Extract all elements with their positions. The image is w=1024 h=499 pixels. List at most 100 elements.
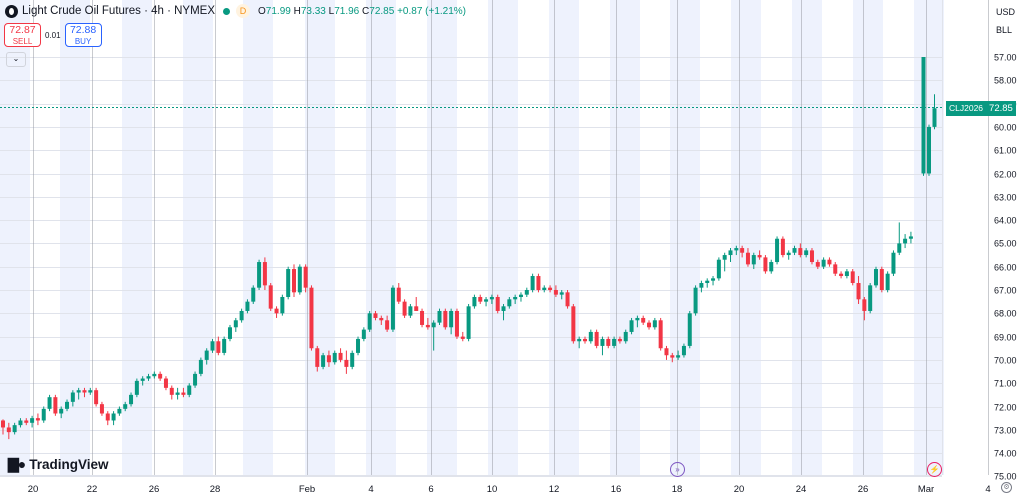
candle-body[interactable] (524, 290, 529, 295)
candle-body[interactable] (134, 380, 139, 395)
candle-body[interactable] (635, 317, 640, 321)
candle-body[interactable] (501, 306, 506, 311)
candle-body[interactable] (12, 425, 17, 433)
candle-body[interactable] (734, 248, 739, 251)
candle-body[interactable] (641, 317, 646, 323)
candle-body[interactable] (99, 404, 104, 414)
candle-body[interactable] (495, 296, 500, 311)
candle-body[interactable] (844, 271, 849, 277)
arrow-right-circle-icon[interactable]: » (670, 462, 685, 477)
candle-body[interactable] (280, 296, 285, 314)
candle-body[interactable] (1, 420, 5, 428)
candle-body[interactable] (927, 126, 931, 174)
chevron-down-icon[interactable]: ⌄ (6, 52, 26, 67)
candle-body[interactable] (152, 373, 157, 377)
candle-body[interactable] (839, 273, 844, 277)
candle-body[interactable] (687, 313, 692, 346)
tradingview-logo[interactable]: ▇● TradingView (8, 456, 109, 473)
candle-body[interactable] (484, 299, 489, 302)
candle-body[interactable] (745, 252, 750, 265)
candle-body[interactable] (76, 390, 81, 393)
candle-body[interactable] (571, 306, 576, 342)
candle-body[interactable] (187, 385, 192, 395)
candle-body[interactable] (676, 355, 681, 358)
candle-body[interactable] (193, 373, 198, 386)
lightning-circle-icon[interactable]: ⚡ (927, 462, 942, 477)
candle-body[interactable] (559, 292, 564, 295)
candle-body[interactable] (891, 252, 896, 274)
candle-body[interactable] (390, 287, 395, 330)
candle-body[interactable] (431, 322, 436, 328)
candle-body[interactable] (548, 287, 553, 290)
candle-body[interactable] (41, 408, 46, 421)
candle-body[interactable] (344, 359, 349, 367)
candle-body[interactable] (420, 310, 425, 325)
candle-body[interactable] (518, 294, 523, 297)
candle-body[interactable] (286, 269, 291, 297)
candle-body[interactable] (757, 255, 762, 258)
candle-body[interactable] (716, 259, 721, 279)
candle-body[interactable] (652, 320, 657, 328)
candle-body[interactable] (728, 250, 733, 256)
candle-body[interactable] (18, 420, 23, 426)
buy-button[interactable]: 72.88 BUY (64, 23, 102, 47)
candle-body[interactable] (239, 310, 244, 321)
candle-body[interactable] (530, 276, 535, 290)
candle-body[interactable] (437, 310, 442, 323)
candle-body[interactable] (65, 401, 70, 409)
candle-body[interactable] (175, 392, 180, 395)
candle-body[interactable] (553, 290, 558, 295)
candle-body[interactable] (612, 338, 617, 346)
candle-body[interactable] (681, 345, 686, 356)
candle-body[interactable] (763, 257, 768, 272)
candle-body[interactable] (425, 324, 430, 328)
candle-body[interactable] (897, 243, 902, 253)
candle-body[interactable] (367, 313, 372, 330)
candle-body[interactable] (606, 338, 611, 346)
candle-body[interactable] (542, 287, 547, 290)
candle-body[interactable] (350, 352, 355, 367)
sell-button[interactable]: 72.87 SELL (4, 23, 41, 47)
candle-body[interactable] (711, 278, 716, 281)
candle-body[interactable] (47, 397, 52, 409)
candle-body[interactable] (885, 273, 890, 290)
candle-body[interactable] (705, 280, 710, 284)
candle-body[interactable] (623, 331, 628, 342)
candle-body[interactable] (769, 262, 774, 272)
candle-body[interactable] (647, 322, 652, 328)
candle-body[interactable] (850, 271, 855, 284)
candle-body[interactable] (815, 262, 820, 267)
candle-body[interactable] (670, 355, 675, 358)
candle-body[interactable] (24, 420, 29, 423)
unit-label[interactable]: BLL (996, 25, 1013, 35)
candle-body[interactable] (105, 413, 110, 421)
candle-body[interactable] (879, 269, 884, 290)
candle-body[interactable] (472, 296, 477, 307)
candle-body[interactable] (59, 408, 64, 414)
candle-body[interactable] (274, 308, 279, 314)
candle-body[interactable] (798, 248, 803, 256)
candle-body[interactable] (268, 285, 273, 309)
candle-body[interactable] (833, 264, 838, 274)
candle-body[interactable] (751, 255, 756, 265)
candle-body[interactable] (198, 359, 203, 374)
candle-body[interactable] (123, 404, 128, 409)
candle-body[interactable] (629, 320, 634, 332)
candle-body[interactable] (94, 390, 99, 405)
candle-body[interactable] (792, 248, 797, 253)
candle-body[interactable] (827, 259, 832, 265)
candle-body[interactable] (6, 427, 11, 433)
candle-body[interactable] (129, 394, 134, 405)
candle-body[interactable] (216, 341, 221, 353)
candle-body[interactable] (804, 250, 809, 256)
candle-body[interactable] (443, 310, 448, 328)
candle-body[interactable] (70, 392, 75, 402)
candle-body[interactable] (536, 276, 541, 290)
candle-body[interactable] (821, 259, 826, 267)
candle-body[interactable] (862, 299, 867, 311)
candle-body[interactable] (111, 413, 116, 421)
candle-body[interactable] (786, 252, 791, 256)
candle-body[interactable] (478, 296, 483, 302)
candle-body[interactable] (169, 387, 174, 395)
